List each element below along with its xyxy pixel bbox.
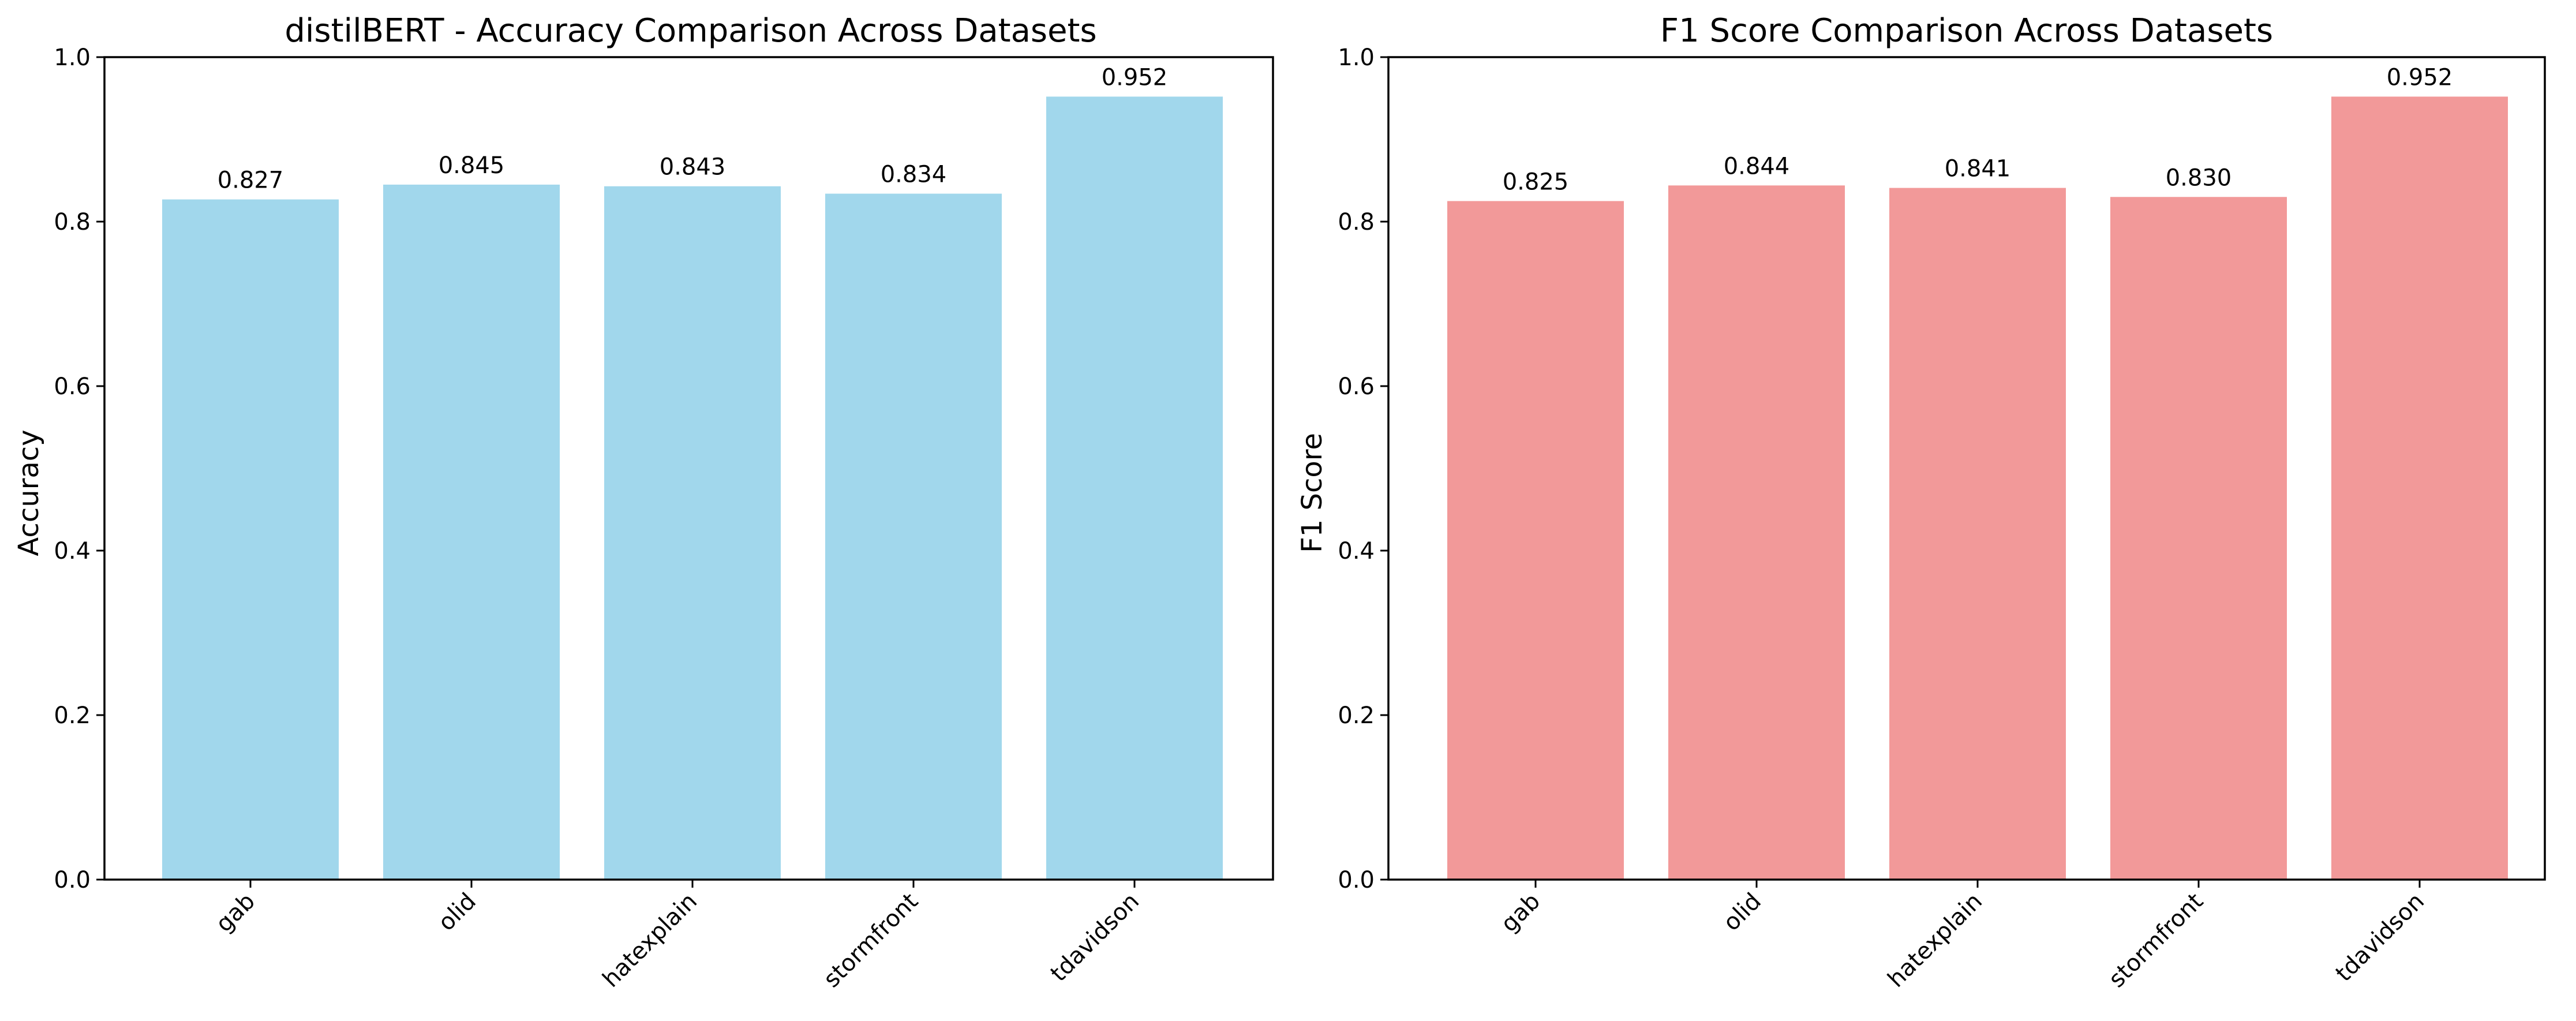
accuracy-bar-value-label: 0.845 <box>439 152 505 179</box>
accuracy-bar <box>604 186 781 880</box>
accuracy-bar-value-label: 0.952 <box>1102 64 1168 91</box>
f1-bar-value-label: 0.841 <box>1945 156 2011 182</box>
f1-x-tick-label: stormfront <box>2103 888 2208 993</box>
accuracy-y-tick-label: 0.0 <box>54 867 91 893</box>
f1-bar-value-label: 0.952 <box>2387 64 2453 91</box>
accuracy-chart: distilBERT - Accuracy Comparison Across … <box>13 12 1274 993</box>
f1-x-tick-label: gab <box>1496 888 1545 938</box>
f1-axes-frame <box>1387 56 2546 881</box>
accuracy-y-tick-label: 0.8 <box>54 209 91 235</box>
accuracy-bar <box>162 199 339 880</box>
f1-bar <box>1889 188 2066 880</box>
f1-y-ticks: 0.0 0.2 0.4 0.6 0.8 1.0 <box>1338 44 1388 893</box>
accuracy-y-ticks: 0.0 0.2 0.4 0.6 0.8 1.0 <box>54 44 104 893</box>
accuracy-chart-title: distilBERT - Accuracy Comparison Across … <box>284 12 1096 50</box>
accuracy-bars <box>162 96 1223 880</box>
f1-x-tick-label: tdavidson <box>2331 888 2429 987</box>
f1-x-ticks: gab olid hatexplain stormfront tdavidson <box>1496 880 2429 993</box>
f1-y-tick-label: 0.8 <box>1338 209 1375 235</box>
accuracy-x-tick-label: tdavidson <box>1046 888 1144 987</box>
f1-bar <box>2331 96 2508 880</box>
accuracy-axes-frame <box>103 56 1274 881</box>
f1-y-tick-label: 0.4 <box>1338 538 1375 564</box>
accuracy-x-tick-label: gab <box>211 888 260 938</box>
f1-bars <box>1447 96 2508 880</box>
accuracy-y-axis-label: Accuracy <box>13 429 45 556</box>
accuracy-x-ticks: gab olid hatexplain stormfront tdavidson <box>211 880 1144 993</box>
f1-y-tick-label: 0.6 <box>1338 373 1375 400</box>
f1-bar <box>1668 185 1845 880</box>
f1-bar-value-label: 0.830 <box>2166 164 2232 191</box>
accuracy-y-tick-label: 0.4 <box>54 538 91 564</box>
accuracy-x-tick-label: stormfront <box>818 888 923 993</box>
accuracy-value-labels: 0.827 0.845 0.843 0.834 0.952 <box>218 64 1168 193</box>
f1-bar-value-label: 0.825 <box>1503 169 1569 195</box>
f1-chart-title: F1 Score Comparison Across Datasets <box>1660 12 2273 50</box>
accuracy-bar <box>383 184 560 880</box>
accuracy-y-tick-label: 0.2 <box>54 702 91 729</box>
accuracy-bar-value-label: 0.834 <box>881 162 947 188</box>
f1-y-tick-label: 0.2 <box>1338 702 1375 729</box>
accuracy-y-tick-label: 1.0 <box>54 44 91 71</box>
f1-y-tick-label: 1.0 <box>1338 44 1375 71</box>
f1-chart: F1 Score Comparison Across Datasets F1 S… <box>1296 12 2546 993</box>
accuracy-x-tick-label: olid <box>433 888 482 937</box>
f1-x-tick-label: hatexplain <box>1883 888 1987 993</box>
accuracy-bar-value-label: 0.827 <box>218 167 284 194</box>
f1-y-axis-label: F1 Score <box>1296 433 1328 553</box>
accuracy-x-tick-label: hatexplain <box>598 888 702 993</box>
f1-value-labels: 0.825 0.844 0.841 0.830 0.952 <box>1503 64 2453 195</box>
accuracy-bar <box>825 193 1002 880</box>
accuracy-y-tick-label: 0.6 <box>54 373 91 400</box>
f1-bar <box>2110 197 2287 880</box>
f1-bar <box>1447 201 1624 880</box>
accuracy-bar <box>1046 96 1223 880</box>
accuracy-bar-value-label: 0.843 <box>660 154 726 181</box>
f1-x-tick-label: olid <box>1718 888 1767 937</box>
f1-y-tick-label: 0.0 <box>1338 867 1375 893</box>
f1-bar-value-label: 0.844 <box>1724 153 1790 179</box>
